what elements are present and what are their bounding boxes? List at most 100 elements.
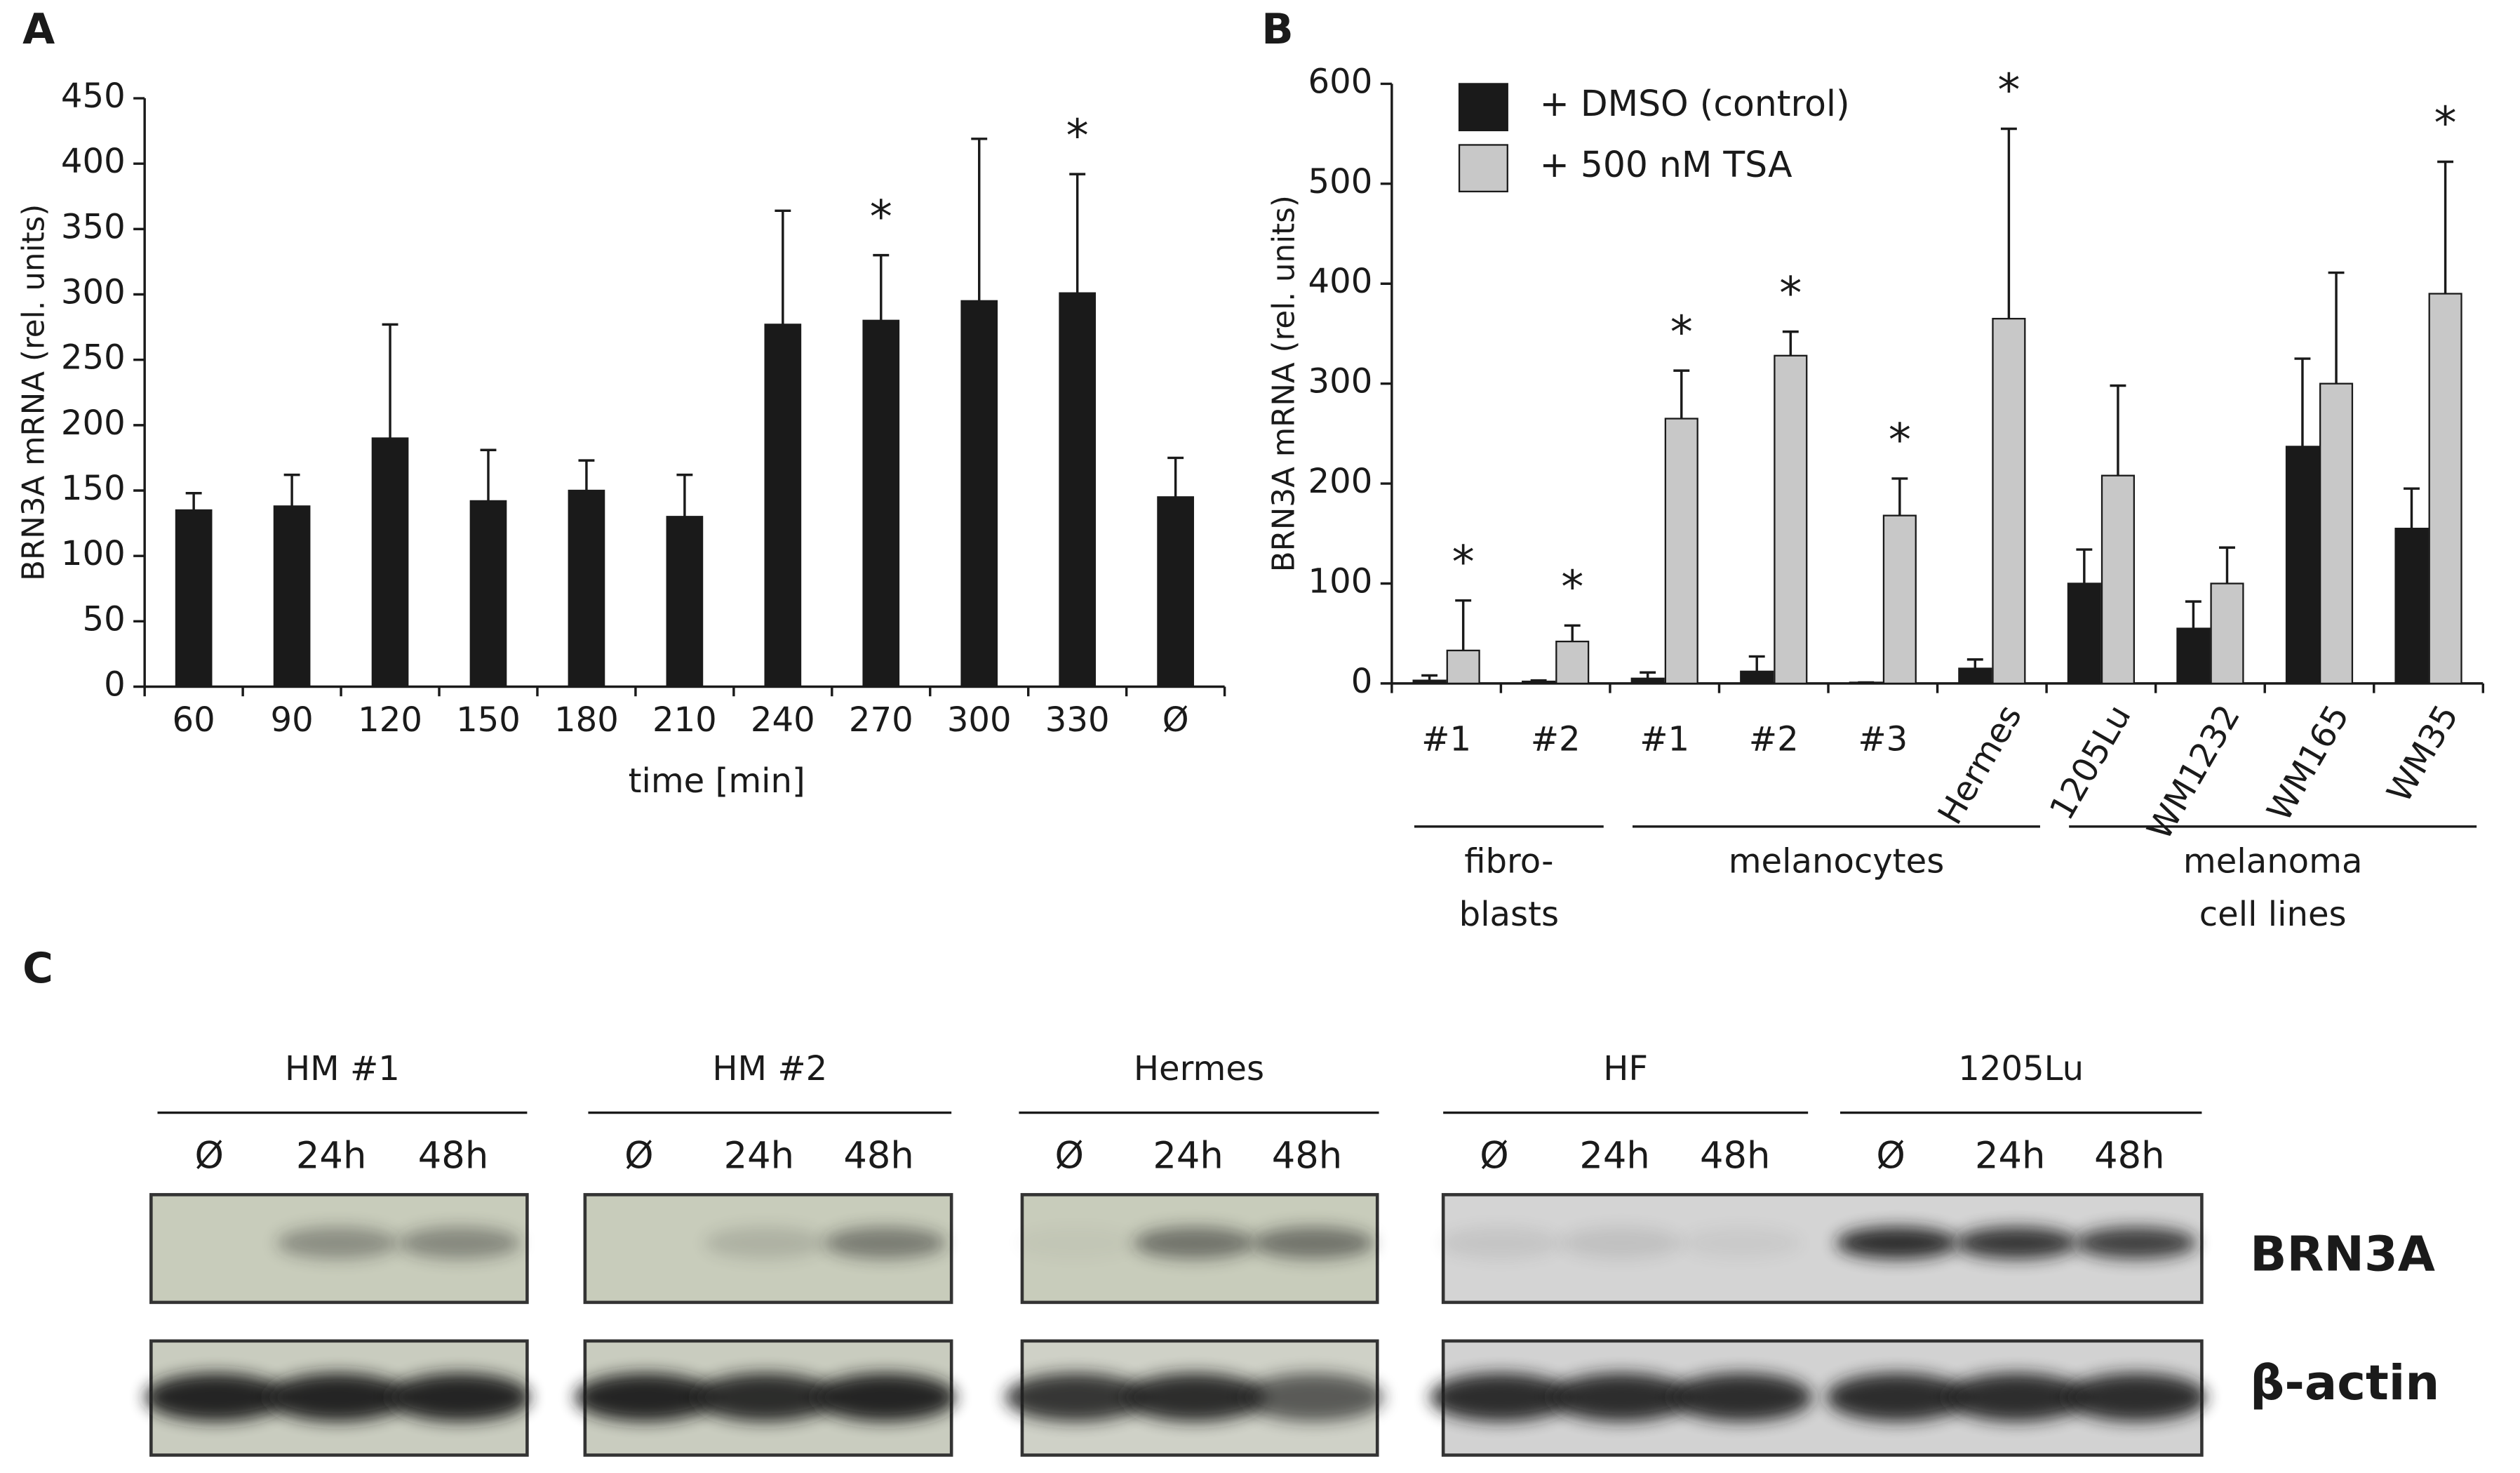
group-label: blasts [1459,895,1559,934]
legend-label: + DMSO (control) [1540,83,1850,124]
error-bar [2328,271,2345,384]
significance-mark: * [1066,109,1089,162]
lane-label: Ø [1876,1134,1905,1177]
bar [1740,670,1774,685]
x-tick-label: #2 [1531,719,1581,759]
bar [1992,317,2026,685]
y-tick-label: 0 [1351,662,1373,701]
bar [2394,528,2429,685]
legend-swatch [1458,144,1508,193]
blot-band [824,1227,946,1260]
blot-band [145,1373,287,1422]
blot-band [1005,1373,1147,1422]
x-tick-label: 240 [751,700,815,740]
bar [1412,679,1447,685]
bar [2210,582,2244,685]
error-bar [1782,330,1799,356]
error-bar [1069,173,1086,293]
error-bar [2294,357,2311,447]
x-tick-label: 180 [554,700,619,740]
x-tick-label: WM165 [2260,698,2357,828]
x-tick-label: 60 [173,700,215,740]
y-tick-label: 200 [1308,462,1373,501]
error-bar [2437,160,2454,294]
legend-label: + 500 nM TSA [1540,144,1792,185]
y-tick-label: 500 [1308,162,1373,201]
x-tick-label: Ø [1162,700,1189,740]
blot-band [389,1373,530,1422]
significance-mark: * [1997,65,2020,117]
bar [1882,514,1917,685]
bar [1630,677,1665,685]
y-tick-label: 100 [61,534,126,573]
error-bar [676,473,693,517]
x-tick-label: 90 [270,700,313,740]
error-bar [2404,487,2420,529]
blot-band [2075,1227,2197,1260]
blot-band [1123,1373,1266,1422]
error-bar [1564,624,1581,642]
bar [960,300,998,688]
y-tick-label: 0 [104,665,126,704]
error-bar [1748,655,1765,672]
error-bar [382,323,398,439]
error-bar [2076,548,2093,584]
bar [568,489,605,688]
bar [1059,292,1097,688]
legend-swatch [1458,83,1508,132]
blot-band [1133,1227,1256,1260]
bar [1157,496,1194,688]
x-tick-label: 150 [456,700,521,740]
bar [1774,354,1808,685]
lane-label: Ø [1480,1134,1508,1177]
error-bar [1167,456,1184,498]
lane-label: 24h [1579,1134,1649,1177]
error-bar [2219,546,2235,584]
y-axis-title: BRN3A mRNA (rel. units) [16,204,51,581]
x-tick-label: #1 [1640,719,1689,759]
bar [469,500,507,688]
error-bar [1891,477,1908,516]
blot-band [276,1227,399,1260]
y-tick-label: 600 [1308,62,1373,101]
error-bar [1421,674,1438,681]
panel-label: C [22,945,53,993]
error-bar [1966,658,1983,669]
blot-band [1440,1227,1562,1260]
error-bar [1673,369,1690,419]
blot-band [398,1227,521,1260]
significance-mark: * [1670,306,1693,359]
x-tick-label: 330 [1045,700,1110,740]
blot-band [1836,1227,1959,1260]
blot-band [2065,1373,2207,1422]
blot-band [1945,1373,2088,1422]
panel-label: B [1261,6,1293,54]
blot-band [1560,1227,1682,1260]
bar [371,437,409,688]
y-tick-label: 200 [61,404,126,443]
lane-label: 24h [296,1134,366,1177]
panel-label: A [22,6,55,54]
error-bar [1640,671,1656,679]
lane-label: 48h [1700,1134,1770,1177]
blot-row-label: BRN3A [2250,1227,2435,1283]
y-tick-label: 100 [1308,561,1373,601]
lane-label: 48h [1272,1134,1342,1177]
y-tick-label: 250 [61,338,126,378]
bar [175,509,213,688]
significance-mark: * [1779,267,1802,320]
blot-band [1242,1373,1384,1422]
bar [2176,627,2211,685]
group-label: cell lines [2199,895,2347,934]
lane-label: 24h [1153,1134,1223,1177]
bar [1958,667,1992,685]
blot-band [575,1373,716,1422]
lane-label: Ø [195,1134,224,1177]
error-bar [480,448,497,501]
bar [1664,418,1698,685]
lane-label: 48h [2094,1134,2164,1177]
blot-band [1014,1227,1137,1259]
x-tick-label: 210 [652,700,717,740]
error-bar [185,492,202,510]
